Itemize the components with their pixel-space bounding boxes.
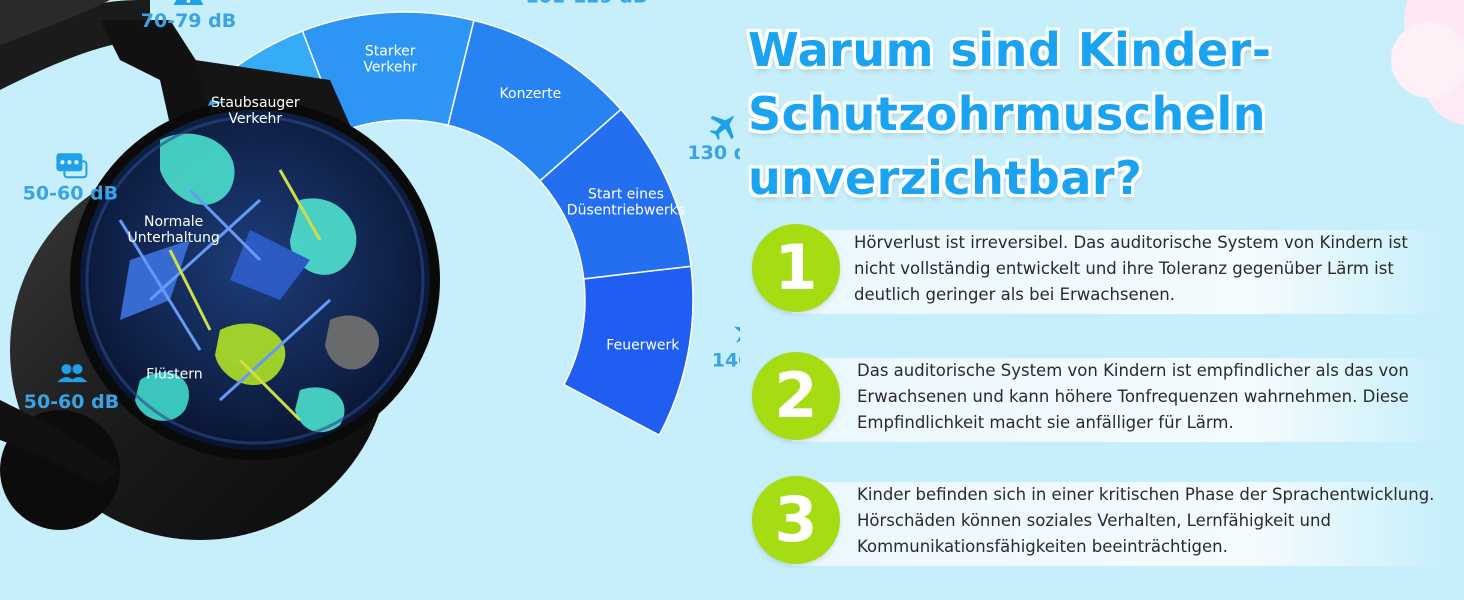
- noise-label: Normale Unterhaltung: [128, 214, 220, 246]
- reason-band: [792, 358, 1452, 442]
- people-icon: [57, 364, 88, 383]
- db-value: 130 dB: [687, 142, 740, 164]
- db-value: 140 dB: [712, 350, 740, 372]
- reason-item-2: 2 Das auditorische System von Kindern is…: [752, 350, 1452, 442]
- noise-ring-graphic: Flüstern 50-60 dB Normale Unterhaltung 50-60…: [0, 0, 740, 540]
- db-value: 50-60 dB: [24, 391, 119, 413]
- cloud-decoration: [1391, 0, 1464, 125]
- reason-number-badge: 3: [752, 476, 840, 564]
- reason-band: [792, 482, 1452, 566]
- title-line-2: Schutzohrmuscheln: [748, 87, 1266, 141]
- explosion-icon: [733, 326, 740, 343]
- reason-number-badge: 1: [752, 224, 840, 312]
- db-value: 50-60 dB: [23, 182, 118, 204]
- noise-label: Flüstern: [146, 366, 203, 382]
- reason-item-3: 3 Kinder befinden sich in einer kritisch…: [752, 474, 1452, 566]
- db-value: 101-129 dB: [525, 0, 647, 8]
- noise-label: Starker Verkehr: [363, 43, 417, 75]
- ring-segment: [562, 265, 694, 437]
- airplane-icon: [709, 115, 735, 141]
- title-line-1: Warum sind Kinder-: [748, 23, 1272, 77]
- reason-band: [792, 230, 1452, 314]
- noise-label: Start eines Düsentriebwerks: [567, 186, 685, 218]
- page-title: Warum sind Kinder- Schutzohrmuscheln unv…: [748, 18, 1348, 210]
- reason-text: Das auditorische System von Kindern ist …: [857, 361, 1409, 432]
- db-value: 70-79 dB: [141, 10, 236, 32]
- reason-item-1: 1 Hörverlust ist irreversibel. Das audit…: [752, 222, 1452, 314]
- headphone-illustration: [0, 0, 440, 540]
- noise-label: Staubsauger Verkehr: [211, 95, 300, 127]
- noise-label: Feuerwerk: [606, 338, 680, 354]
- reason-number-badge: 2: [752, 352, 840, 440]
- reason-text: Hörverlust ist irreversibel. Das auditor…: [854, 233, 1408, 304]
- chat-bubble-icon: [56, 153, 88, 179]
- reason-text: Kinder befinden sich in einer kritischen…: [857, 485, 1435, 556]
- title-line-3: unverzichtbar?: [748, 151, 1143, 205]
- warning-icon: [173, 0, 204, 6]
- noise-label: Konzerte: [500, 86, 562, 102]
